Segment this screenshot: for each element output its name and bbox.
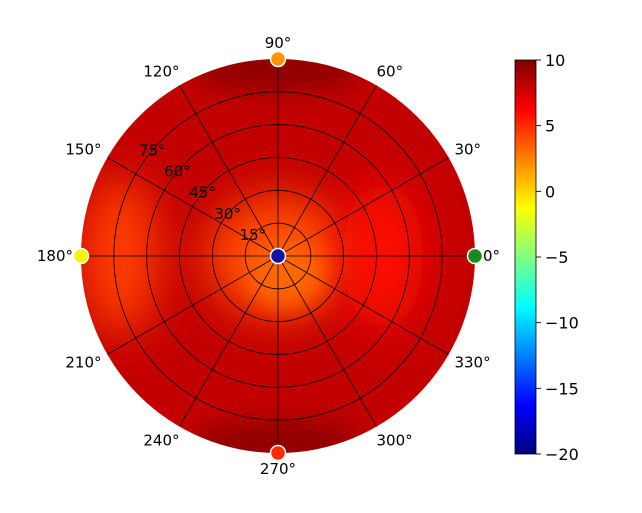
- angle-tick-label: 30°: [454, 141, 481, 159]
- radial-tick-label: 15°: [240, 226, 267, 244]
- angular-gridline: [277, 157, 449, 257]
- colorbar-tick-label: 0: [545, 182, 555, 201]
- angle-tick-label: 90°: [265, 34, 292, 52]
- angle-tick-label: 150°: [65, 141, 101, 159]
- angle-tick-label: 120°: [143, 63, 179, 81]
- colorbar-tick-label: −15: [545, 379, 579, 398]
- angle-tick-labels: 0° 30° 60° 90° 120° 150° 180° 210° 240° 270° 300° 3…: [37, 34, 500, 478]
- colorbar-ticks: 10 5 0 −5 −10 −15 −20: [536, 51, 579, 464]
- colorbar-tick-label: −20: [545, 445, 579, 464]
- angular-gridline: [179, 85, 279, 257]
- data-marker: [269, 247, 287, 265]
- radial-tick-label: 45°: [189, 184, 216, 202]
- colorbar-tick-label: −10: [545, 314, 579, 333]
- angular-gridline: [179, 255, 279, 427]
- polar-plot-area: 15° 30° 45° 60° 75° 0° 30° 60° 90° 120° 150° 180° 2…: [37, 34, 500, 478]
- colorbar-tick-label: 5: [545, 117, 555, 136]
- angle-tick-label: 0°: [483, 247, 500, 265]
- colorbar-tick-label: −5: [545, 248, 569, 267]
- data-marker: [269, 444, 287, 462]
- angle-tick-label: 330°: [454, 354, 490, 372]
- radial-tick-label: 60°: [164, 163, 191, 181]
- angular-gridline: [277, 255, 377, 427]
- angle-tick-label: 270°: [260, 460, 296, 478]
- colorbar: 10 5 0 −5 −10 −15 −20: [514, 51, 579, 464]
- angle-tick-label: 210°: [65, 354, 101, 372]
- angle-tick-label: 180°: [37, 247, 73, 265]
- angular-gridline: [107, 157, 279, 257]
- colorbar-gradient: [514, 59, 537, 455]
- angle-tick-label: 60°: [377, 63, 404, 81]
- heat-region-center-core: [248, 242, 324, 306]
- angle-tick-label: 300°: [377, 431, 413, 449]
- data-markers: [72, 50, 484, 462]
- radial-tick-labels: 15° 30° 45° 60° 75°: [139, 141, 266, 243]
- colorbar-tick-label: 10: [545, 51, 565, 70]
- angle-tick-label: 240°: [143, 431, 179, 449]
- polar-grid: [81, 59, 475, 453]
- angular-gridline: [277, 255, 449, 355]
- radial-tick-label: 75°: [139, 141, 166, 159]
- data-marker: [269, 50, 287, 68]
- radial-tick-label: 30°: [214, 205, 241, 223]
- data-marker: [72, 247, 90, 265]
- angular-gridline: [107, 255, 279, 355]
- angular-gridline: [277, 85, 377, 257]
- data-marker: [466, 247, 484, 265]
